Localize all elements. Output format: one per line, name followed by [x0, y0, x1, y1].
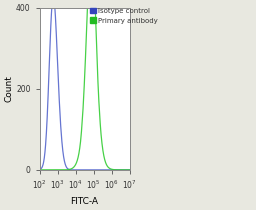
Legend: Isotype control, Primary antibody: Isotype control, Primary antibody — [90, 8, 157, 24]
Y-axis label: Count: Count — [4, 75, 13, 102]
X-axis label: FITC-A: FITC-A — [71, 197, 99, 206]
